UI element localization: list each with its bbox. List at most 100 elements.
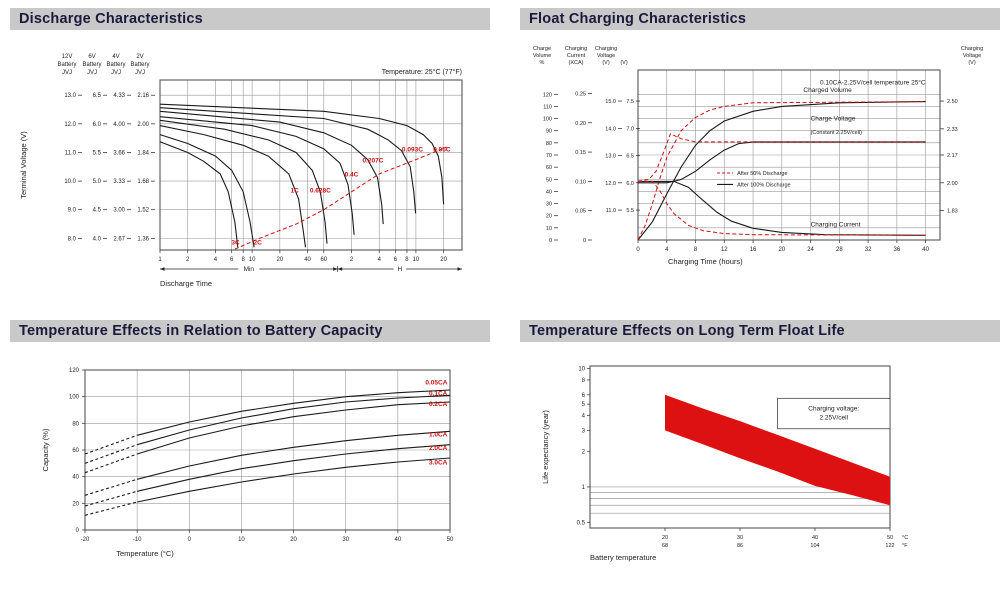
svg-text:1: 1 <box>582 485 586 491</box>
curve-label: 2.0CA <box>429 445 448 452</box>
svg-text:7.5: 7.5 <box>626 99 634 105</box>
section-title-temperature-capacity: Temperature Effects in Relation to Batte… <box>19 323 383 339</box>
svg-text:0: 0 <box>76 528 80 534</box>
capacity-curve-3.0CA-dashed <box>84 501 138 516</box>
svg-text:0: 0 <box>188 537 192 543</box>
svg-text:12.0: 12.0 <box>64 122 76 128</box>
curve-label: 0.2CA <box>429 401 448 408</box>
svg-text:-20: -20 <box>81 537 90 543</box>
svg-text:60: 60 <box>320 257 327 263</box>
svg-text:30: 30 <box>737 535 743 541</box>
svg-text:2.17: 2.17 <box>947 153 958 159</box>
svg-text:80: 80 <box>546 141 552 147</box>
capacity-curve-1.0CA <box>136 430 451 480</box>
svg-text:14.0: 14.0 <box>605 126 616 132</box>
curve-label: Charged Volume <box>803 87 852 94</box>
svg-text:5.5: 5.5 <box>93 150 102 156</box>
svg-text:12.0: 12.0 <box>605 181 616 187</box>
capacity-curve-0.05CA-dashed <box>84 434 138 455</box>
svg-text:20: 20 <box>546 214 552 220</box>
svg-text:13.0: 13.0 <box>64 93 76 99</box>
svg-text:2: 2 <box>350 257 354 263</box>
svg-text:122: 122 <box>885 543 894 549</box>
svg-text:40: 40 <box>922 247 929 253</box>
x-axis-title: Discharge Time <box>160 279 212 288</box>
curve-label: Charging Current <box>811 222 861 229</box>
svg-text:50: 50 <box>546 177 552 183</box>
svg-text:60: 60 <box>546 165 552 171</box>
title-bar-float-life: Temperature Effects on Long Term Float L… <box>520 320 1000 342</box>
svg-text:4.33: 4.33 <box>113 93 125 99</box>
legend-label-50: After 50% Discharge <box>737 171 787 177</box>
svg-text:10.0: 10.0 <box>64 179 76 185</box>
svg-text:86: 86 <box>737 543 743 549</box>
curve-label: 1.0CA <box>429 432 448 439</box>
panel-float-charging: Float Charging Characteristics Charged V… <box>520 8 1000 295</box>
curve-label: 3.0CA <box>429 460 448 467</box>
float-life-chart: Charging voltage:2.25V/cell1086543210.52… <box>541 365 908 562</box>
svg-text:0.05: 0.05 <box>575 209 586 215</box>
svg-text:6.5: 6.5 <box>93 93 102 99</box>
curve-label: 3C <box>231 240 240 247</box>
float-life-band <box>665 394 890 506</box>
section-title-discharge: Discharge Characteristics <box>19 11 203 27</box>
svg-text:8: 8 <box>582 378 586 384</box>
svg-text:7.0: 7.0 <box>626 126 634 132</box>
discharge-curve-0.093C <box>159 107 417 214</box>
svg-text:100: 100 <box>69 395 80 401</box>
y-axis-title: Life expectancy (year) <box>541 410 550 484</box>
legend-label-100: After 100% Discharge <box>737 182 791 188</box>
svg-text:13.0: 13.0 <box>605 153 616 159</box>
svg-text:2.50: 2.50 <box>947 99 958 105</box>
svg-text:100: 100 <box>543 117 552 123</box>
svg-text:2: 2 <box>186 257 190 263</box>
svg-text:1.36: 1.36 <box>137 236 149 242</box>
svg-text:JVJ: JVJ <box>135 70 145 76</box>
conditions-annotation: 0.10CA-2.25V/cell temperature 25°C <box>820 79 926 87</box>
svg-text:10: 10 <box>578 367 585 373</box>
svg-text:6.0: 6.0 <box>93 122 102 128</box>
svg-text:Min: Min <box>244 266 255 273</box>
svg-text:11.0: 11.0 <box>606 208 616 214</box>
discharge-curve-0.4C <box>159 116 355 235</box>
svg-text:4.5: 4.5 <box>93 208 102 214</box>
svg-text:40: 40 <box>546 189 552 195</box>
svg-text:Battery: Battery <box>106 62 125 68</box>
svg-text:50: 50 <box>887 535 893 541</box>
discharge-curve-1C <box>159 125 307 248</box>
curve-label: 0.4C <box>345 172 359 179</box>
svg-text:20: 20 <box>778 247 785 253</box>
svg-text:10: 10 <box>238 537 245 543</box>
svg-text:10: 10 <box>413 257 420 263</box>
capacity-curve-1.0CA-dashed <box>84 478 138 496</box>
svg-text:30: 30 <box>546 202 552 208</box>
svg-text:4: 4 <box>665 247 669 253</box>
svg-text:24: 24 <box>807 247 814 253</box>
svg-text:68: 68 <box>662 543 668 549</box>
curve-charged_volume_100 <box>637 101 926 241</box>
svg-text:12: 12 <box>721 247 728 253</box>
curve-charging_current_50 <box>638 180 926 236</box>
svg-text:0: 0 <box>583 238 586 244</box>
y-axis-title: Capacity (%) <box>41 428 50 471</box>
svg-text:2.00: 2.00 <box>947 181 958 187</box>
svg-text:%: % <box>540 60 545 66</box>
curve-charge_voltage_50 <box>637 133 926 182</box>
temperature-capacity-chart: 0.05CA 0.1CA 0.2CA 1.0CA 2.0CA 3.0CA 0 20 40 60 80… <box>41 368 454 558</box>
y-axis-title: Terminal Voltage (V) <box>19 131 28 199</box>
capacity-curve-2.0CA-dashed <box>84 490 138 507</box>
svg-text:2.00: 2.00 <box>137 122 149 128</box>
svg-text:0.5: 0.5 <box>577 521 586 527</box>
charts-grid: Discharge Characteristics 3C 2C 1C 0.628C 0.… <box>10 8 1000 562</box>
svg-text:8: 8 <box>694 247 698 253</box>
curve-label: (Constant 2.25V/cell) <box>811 130 863 136</box>
svg-text:°F: °F <box>902 543 908 549</box>
svg-text:2.16: 2.16 <box>137 93 149 99</box>
svg-text:70: 70 <box>546 153 552 159</box>
svg-text:Voltage: Voltage <box>963 53 981 59</box>
svg-text:104: 104 <box>810 543 819 549</box>
panel-discharge-characteristics: Discharge Characteristics 3C 2C 1C 0.628C 0.… <box>10 8 490 295</box>
svg-text:40: 40 <box>395 537 402 543</box>
svg-text:4.00: 4.00 <box>113 122 125 128</box>
